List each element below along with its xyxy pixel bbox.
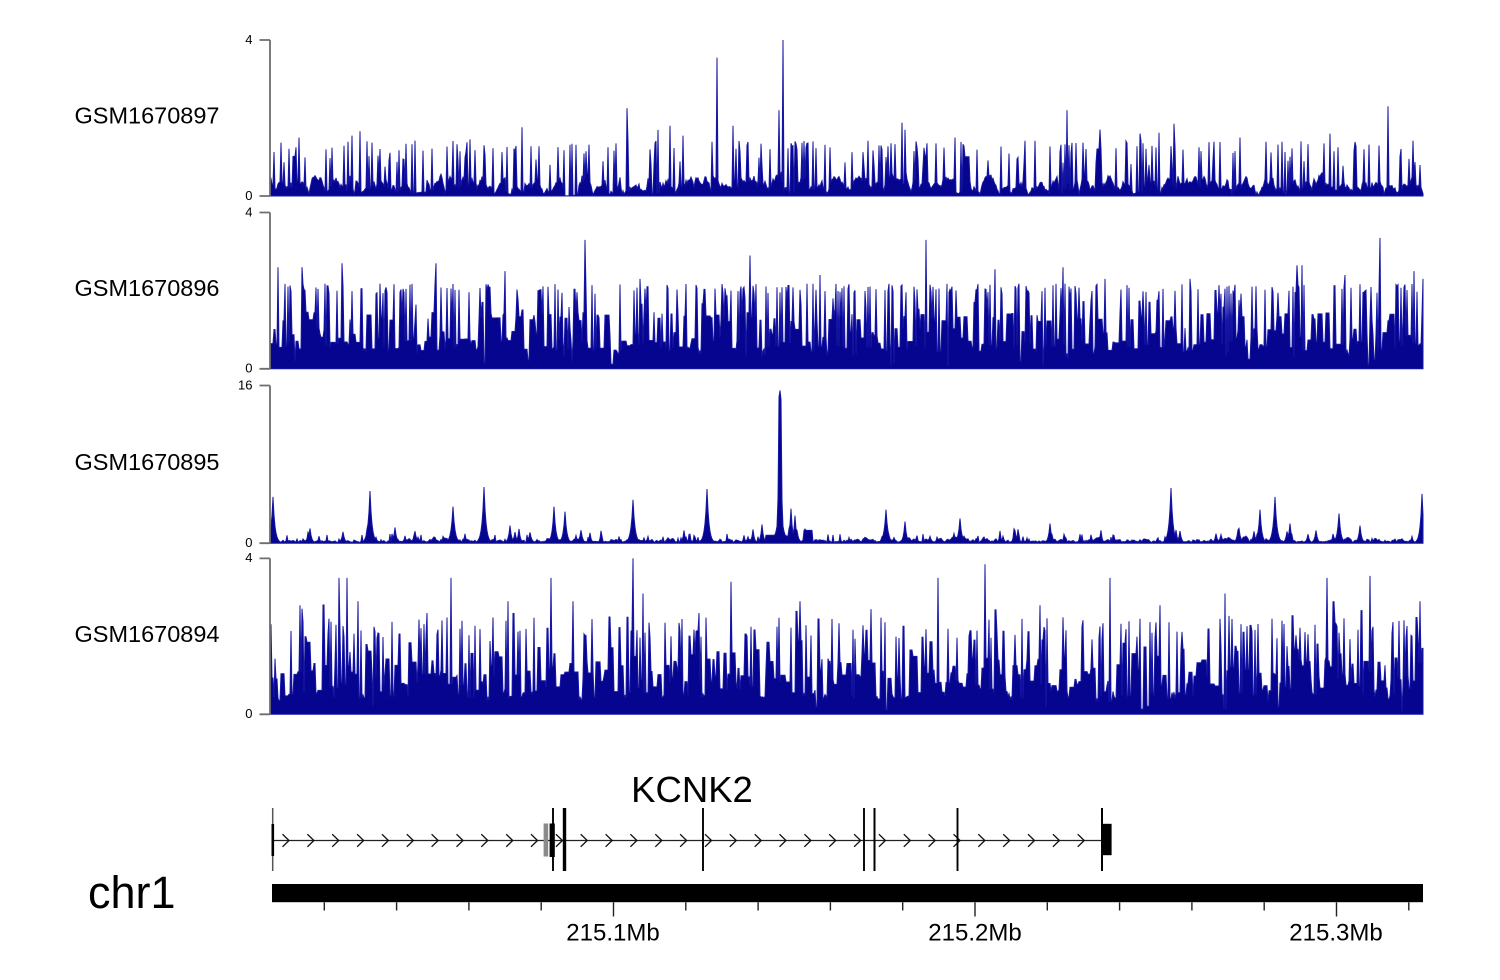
svg-text:4: 4: [245, 204, 252, 219]
svg-text:0: 0: [245, 535, 252, 550]
svg-text:0: 0: [245, 706, 252, 721]
svg-text:GSM1670894: GSM1670894: [74, 621, 219, 647]
svg-text:chr1: chr1: [88, 867, 176, 918]
svg-text:KCNK2: KCNK2: [631, 769, 753, 810]
svg-text:215.3Mb: 215.3Mb: [1289, 920, 1382, 947]
svg-text:4: 4: [245, 550, 252, 565]
svg-text:GSM1670897: GSM1670897: [74, 103, 219, 129]
svg-text:0: 0: [245, 188, 252, 203]
svg-text:GSM1670895: GSM1670895: [74, 449, 219, 475]
svg-text:215.1Mb: 215.1Mb: [566, 920, 659, 947]
svg-text:0: 0: [245, 361, 252, 376]
svg-text:GSM1670896: GSM1670896: [74, 275, 219, 301]
svg-text:4: 4: [245, 32, 252, 47]
svg-text:16: 16: [238, 377, 252, 392]
svg-text:215.2Mb: 215.2Mb: [928, 920, 1021, 947]
